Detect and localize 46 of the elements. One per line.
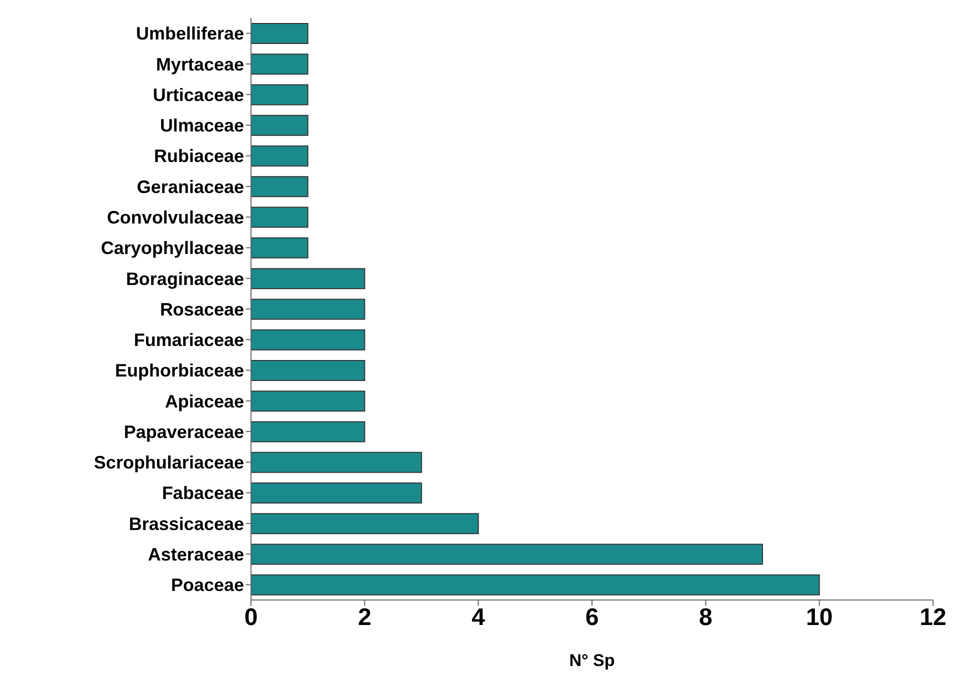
bar xyxy=(251,84,308,106)
bar xyxy=(251,268,366,290)
y-tick-label: Fumariaceae xyxy=(134,330,244,350)
y-tick-label: Fabaceae xyxy=(162,483,244,504)
bar xyxy=(251,23,308,44)
y-tick-label: Rubiaceae xyxy=(154,146,244,166)
y-tick-label: Myrtaceae xyxy=(156,54,244,74)
bar xyxy=(251,206,308,228)
bar xyxy=(251,237,308,258)
y-tick-label: Urticaceae xyxy=(152,84,244,105)
bar xyxy=(251,114,308,136)
bar xyxy=(251,360,366,381)
x-tick-label: 0 xyxy=(244,604,258,632)
y-tick-label: Poaceae xyxy=(170,575,244,596)
bar xyxy=(251,329,366,350)
bar xyxy=(251,544,763,565)
x-tick-label: 8 xyxy=(698,604,712,632)
y-tick-label: Papaveraceae xyxy=(124,422,244,442)
y-tick-label: Caryophyllaceae xyxy=(100,238,244,258)
y-tick-label: Apiaceae xyxy=(164,391,244,412)
y-tick-label: Euphorbiaceae xyxy=(114,360,244,381)
x-tick-label: 12 xyxy=(920,604,946,632)
x-tick-label: 10 xyxy=(806,604,833,632)
y-tick-label: Brassicaceae xyxy=(128,514,244,534)
y-tick-label: Rosaceae xyxy=(160,299,244,320)
bar xyxy=(251,482,422,504)
x-axis-title: N° Sp xyxy=(569,651,615,670)
y-tick-label: Convolvulaceae xyxy=(106,207,244,228)
bar xyxy=(251,176,308,198)
x-tick-label: 4 xyxy=(472,604,486,632)
x-tick-label: 6 xyxy=(585,604,599,632)
bar xyxy=(251,574,820,596)
bar xyxy=(251,146,308,167)
bar xyxy=(251,298,366,320)
bar xyxy=(251,421,366,442)
y-tick-label: Boraginaceae xyxy=(126,268,244,289)
bar xyxy=(251,390,366,412)
y-tick-label: Asteraceae xyxy=(148,544,244,564)
y-tick-label: Ulmaceae xyxy=(160,116,244,136)
y-tick-label: Scrophulariaceae xyxy=(94,452,244,473)
x-tick-label: 2 xyxy=(358,604,372,632)
bar xyxy=(251,452,422,473)
y-tick-label: Umbelliferae xyxy=(136,24,244,44)
bar xyxy=(251,54,308,75)
bar xyxy=(251,513,479,534)
y-tick-label: Geraniaceae xyxy=(136,176,244,197)
